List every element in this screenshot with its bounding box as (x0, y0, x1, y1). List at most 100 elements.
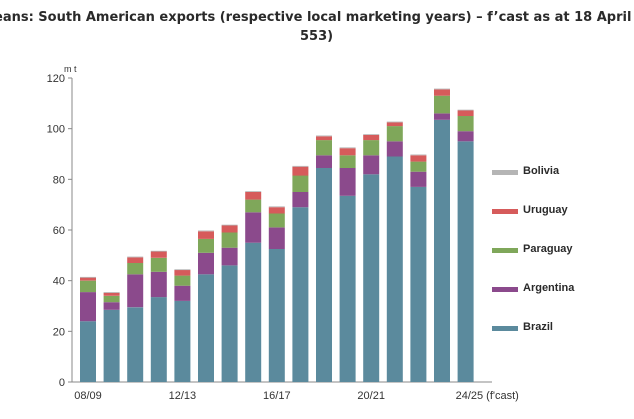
bar-bolivia-2019/20 (339, 147, 356, 149)
bar-bolivia-2012/13 (174, 269, 191, 271)
bar-brazil-2016/17 (268, 249, 285, 382)
bar-brazil-2021/22 (386, 156, 403, 382)
legend-swatch (492, 326, 518, 331)
bar-bolivia-2015/16 (245, 191, 262, 192)
bar-uruguay-2016/17 (268, 207, 285, 214)
y-tick-label: 20 (53, 326, 65, 338)
legend-label: Uruguay (523, 204, 568, 216)
bar-paraguay-2024/25 (457, 116, 474, 132)
x-tick-label: 24/25 (f'cast) (456, 390, 519, 402)
legend-label: Bolivia (523, 165, 560, 177)
bar-bolivia-2017/18 (292, 165, 309, 167)
y-tick-label: 100 (47, 124, 65, 136)
legend-swatch (492, 170, 518, 175)
bar-uruguay-2018/19 (316, 136, 332, 141)
bar-bolivia-2018/19 (316, 135, 332, 137)
bar-argentina-2011/12 (150, 271, 167, 298)
x-tick-label: 16/17 (263, 390, 291, 402)
x-tick-label: 12/13 (169, 390, 197, 402)
bar-uruguay-2011/12 (150, 251, 167, 258)
bar-argentina-2022/23 (410, 171, 427, 187)
bar-brazil-2015/16 (245, 242, 262, 382)
legend-swatch (492, 248, 518, 253)
bar-bolivia-2021/22 (386, 121, 403, 123)
bar-uruguay-2022/23 (410, 155, 427, 162)
bar-paraguay-2019/20 (339, 155, 356, 168)
bar-uruguay-2024/25 (457, 110, 474, 116)
bar-bolivia-2016/17 (268, 206, 285, 208)
bar-paraguay-2022/23 (410, 161, 427, 172)
bar-uruguay-2010/11 (127, 257, 144, 263)
legend-label: Brazil (523, 321, 553, 333)
bar-argentina-2014/15 (221, 247, 238, 266)
bar-uruguay-2012/13 (174, 270, 191, 276)
bar-paraguay-2023/24 (434, 95, 450, 114)
bar-bolivia-2014/15 (221, 224, 238, 226)
bar-argentina-2017/18 (292, 192, 309, 208)
bar-bolivia-2009/10 (103, 292, 120, 293)
bar-uruguay-2013/14 (198, 231, 214, 239)
chart-title-line-1: eans: South American exports (respective… (0, 10, 632, 25)
bar-brazil-2011/12 (150, 297, 167, 382)
bar-uruguay-2008/09 (80, 277, 96, 281)
bar-argentina-2016/17 (268, 227, 285, 249)
bar-paraguay-2010/11 (127, 262, 144, 275)
bar-brazil-2020/21 (363, 174, 380, 382)
bar-brazil-2014/15 (221, 265, 238, 382)
bar-argentina-2008/09 (80, 292, 96, 322)
bar-brazil-2024/25 (457, 141, 474, 382)
bar-argentina-2010/11 (127, 274, 144, 308)
bar-paraguay-2012/13 (174, 275, 191, 286)
bar-argentina-2009/10 (103, 302, 120, 310)
bar-argentina-2015/16 (245, 212, 262, 243)
x-tick-label: 08/09 (74, 390, 102, 402)
bar-brazil-2023/24 (434, 119, 450, 383)
bar-argentina-2018/19 (316, 155, 332, 168)
bar-brazil-2009/10 (103, 309, 120, 382)
bar-uruguay-2019/20 (339, 148, 356, 156)
bar-bolivia-2020/21 (363, 134, 380, 135)
legend-label: Paraguay (523, 243, 573, 255)
bar-bolivia-2008/09 (80, 276, 96, 278)
bar-paraguay-2021/22 (386, 126, 403, 142)
bar-brazil-2017/18 (292, 207, 309, 382)
bar-argentina-2024/25 (457, 131, 474, 142)
bar-uruguay-2017/18 (292, 166, 309, 176)
bar-brazil-2013/14 (198, 274, 214, 382)
bar-brazil-2010/11 (127, 307, 144, 382)
bar-paraguay-2014/15 (221, 232, 238, 248)
bar-uruguay-2009/10 (103, 292, 120, 296)
bar-argentina-2013/14 (198, 252, 214, 275)
bar-paraguay-2009/10 (103, 295, 120, 303)
bar-uruguay-2023/24 (434, 89, 450, 96)
y-axis-label: m t (64, 64, 77, 74)
bar-brazil-2019/20 (339, 195, 356, 382)
bar-bolivia-2011/12 (150, 250, 167, 252)
bar-brazil-2012/13 (174, 300, 191, 382)
bar-paraguay-2020/21 (363, 140, 380, 156)
chart-title-line-2: 553) (300, 29, 334, 44)
y-tick-label: 0 (59, 377, 65, 389)
bar-paraguay-2013/14 (198, 238, 214, 253)
bar-paraguay-2016/17 (268, 213, 285, 228)
bar-bolivia-2024/25 (457, 109, 474, 111)
bar-argentina-2012/13 (174, 285, 191, 301)
bar-bolivia-2010/11 (127, 256, 144, 258)
bar-uruguay-2014/15 (221, 225, 238, 233)
legend-label: Argentina (523, 282, 575, 294)
y-tick-label: 80 (53, 174, 65, 186)
bar-paraguay-2015/16 (245, 199, 262, 213)
bar-bolivia-2022/23 (410, 154, 427, 156)
bar-brazil-2008/09 (80, 321, 96, 382)
x-tick-label: 20/21 (357, 390, 385, 402)
bar-paraguay-2018/19 (316, 140, 332, 156)
legend-swatch (492, 287, 518, 292)
bar-argentina-2020/21 (363, 155, 380, 175)
bar-paraguay-2017/18 (292, 175, 309, 192)
bar-uruguay-2021/22 (386, 122, 403, 127)
y-tick-label: 120 (47, 73, 65, 85)
bar-uruguay-2020/21 (363, 135, 380, 141)
bar-bolivia-2013/14 (198, 230, 214, 232)
bar-paraguay-2011/12 (150, 257, 167, 272)
